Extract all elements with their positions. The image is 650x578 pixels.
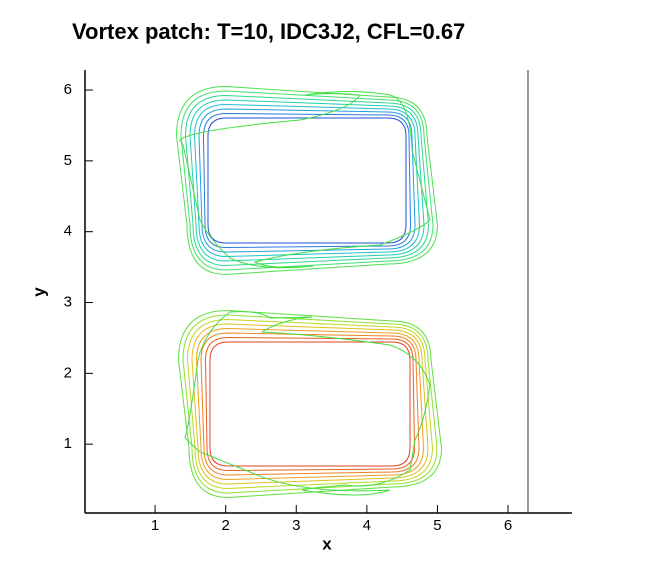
x-tick-label: 3 [292, 517, 300, 534]
contour-line [200, 332, 420, 476]
x-tick-label: 5 [433, 517, 441, 534]
y-tick-label: 3 [64, 293, 72, 310]
y-tick-label: 1 [64, 435, 72, 452]
contour-line [204, 336, 416, 472]
y-tick-label: 6 [64, 81, 72, 98]
contour-line [186, 318, 434, 490]
contour-line [184, 94, 430, 267]
contours [175, 85, 443, 499]
x-tick-label: 2 [222, 517, 230, 534]
chart-title: Vortex patch: T=10, IDC3J2, CFL=0.67 [72, 19, 465, 44]
contour-line [175, 85, 439, 276]
contour-line [202, 112, 412, 249]
contour-line [209, 341, 411, 467]
y-tick-label: 4 [64, 223, 72, 240]
contour-line [193, 103, 421, 258]
x-tick-label: 6 [504, 517, 512, 534]
contour-line [207, 117, 407, 244]
contour-line [191, 323, 429, 485]
contour-line [184, 311, 431, 496]
contour-line [180, 90, 434, 271]
x-axis-label: x [322, 534, 332, 553]
y-tick-label: 5 [64, 152, 72, 169]
x-tick-label: 4 [363, 517, 371, 534]
contour-line [198, 108, 416, 253]
contour-line [179, 91, 431, 269]
contour-line [177, 309, 443, 499]
x-tick-label: 1 [151, 517, 159, 534]
contour-line [189, 99, 425, 262]
contour-line [195, 327, 425, 481]
y-axis-label: y [29, 287, 48, 297]
y-tick-label: 2 [64, 364, 72, 381]
